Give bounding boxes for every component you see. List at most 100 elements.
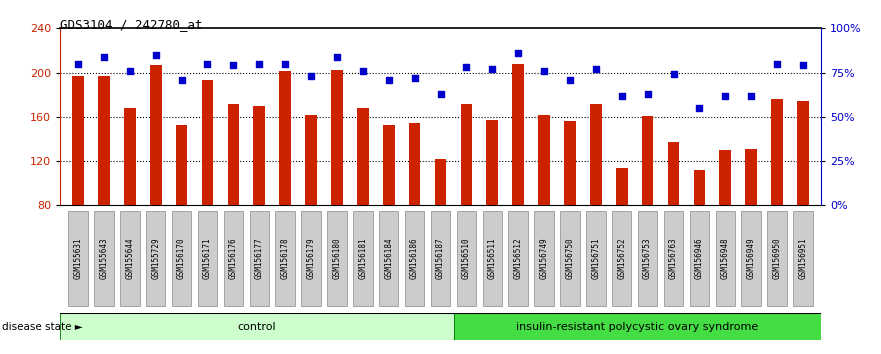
FancyBboxPatch shape bbox=[586, 211, 605, 306]
FancyBboxPatch shape bbox=[715, 211, 735, 306]
Point bbox=[356, 68, 370, 74]
FancyBboxPatch shape bbox=[197, 211, 218, 306]
Text: GSM156184: GSM156184 bbox=[384, 238, 393, 279]
Text: GSM156170: GSM156170 bbox=[177, 238, 186, 279]
Bar bbox=[72, 76, 84, 205]
Point bbox=[252, 61, 266, 67]
Point bbox=[692, 105, 707, 111]
Text: GSM156179: GSM156179 bbox=[307, 238, 315, 279]
Bar bbox=[434, 159, 447, 205]
FancyBboxPatch shape bbox=[301, 211, 321, 306]
Bar bbox=[745, 149, 757, 205]
Bar bbox=[720, 150, 731, 205]
Text: GSM156750: GSM156750 bbox=[566, 238, 574, 279]
Point bbox=[122, 68, 137, 74]
Text: GSM156948: GSM156948 bbox=[721, 238, 729, 279]
FancyBboxPatch shape bbox=[353, 211, 373, 306]
Point bbox=[381, 77, 396, 82]
Bar bbox=[227, 104, 240, 205]
FancyBboxPatch shape bbox=[146, 211, 166, 306]
Point bbox=[666, 72, 680, 77]
FancyBboxPatch shape bbox=[742, 211, 761, 306]
Text: GSM156511: GSM156511 bbox=[488, 238, 497, 279]
Text: GSM156753: GSM156753 bbox=[643, 238, 652, 279]
FancyBboxPatch shape bbox=[276, 211, 295, 306]
Bar bbox=[357, 108, 368, 205]
Point bbox=[744, 93, 759, 98]
Point bbox=[278, 61, 292, 67]
Bar bbox=[124, 108, 136, 205]
Point bbox=[485, 66, 500, 72]
FancyBboxPatch shape bbox=[94, 211, 114, 306]
Point bbox=[796, 63, 810, 68]
Text: GSM156946: GSM156946 bbox=[695, 238, 704, 279]
Point bbox=[226, 63, 241, 68]
Point bbox=[329, 54, 344, 59]
Bar bbox=[150, 65, 161, 205]
Text: GSM155643: GSM155643 bbox=[100, 238, 108, 279]
Text: GSM156176: GSM156176 bbox=[229, 238, 238, 279]
Text: GSM156950: GSM156950 bbox=[773, 238, 781, 279]
Point bbox=[563, 77, 577, 82]
FancyBboxPatch shape bbox=[535, 211, 554, 306]
Bar bbox=[60, 313, 454, 340]
Bar bbox=[98, 76, 110, 205]
FancyBboxPatch shape bbox=[120, 211, 139, 306]
FancyBboxPatch shape bbox=[379, 211, 398, 306]
FancyBboxPatch shape bbox=[483, 211, 502, 306]
Text: GSM155729: GSM155729 bbox=[152, 238, 160, 279]
FancyBboxPatch shape bbox=[560, 211, 580, 306]
Text: insulin-resistant polycystic ovary syndrome: insulin-resistant polycystic ovary syndr… bbox=[516, 321, 759, 332]
Text: GSM156177: GSM156177 bbox=[255, 238, 263, 279]
Text: GSM156763: GSM156763 bbox=[669, 238, 678, 279]
Bar bbox=[771, 99, 783, 205]
Bar bbox=[176, 125, 188, 205]
Point bbox=[433, 91, 448, 97]
Text: GSM156752: GSM156752 bbox=[618, 238, 626, 279]
Text: GSM155644: GSM155644 bbox=[125, 238, 134, 279]
Point bbox=[408, 75, 422, 81]
Text: GSM156180: GSM156180 bbox=[332, 238, 342, 279]
Text: GSM155631: GSM155631 bbox=[73, 238, 83, 279]
Point bbox=[537, 68, 552, 74]
Bar bbox=[461, 104, 472, 205]
Bar bbox=[383, 125, 395, 205]
Text: GSM156171: GSM156171 bbox=[203, 238, 212, 279]
FancyBboxPatch shape bbox=[69, 211, 88, 306]
Bar bbox=[409, 124, 420, 205]
Bar bbox=[454, 313, 821, 340]
FancyBboxPatch shape bbox=[793, 211, 812, 306]
Bar bbox=[279, 72, 291, 205]
Point bbox=[149, 52, 163, 58]
Bar bbox=[668, 142, 679, 205]
FancyBboxPatch shape bbox=[508, 211, 528, 306]
FancyBboxPatch shape bbox=[456, 211, 476, 306]
FancyBboxPatch shape bbox=[405, 211, 425, 306]
Text: GSM156187: GSM156187 bbox=[436, 238, 445, 279]
Point bbox=[589, 66, 603, 72]
Point bbox=[615, 93, 629, 98]
FancyBboxPatch shape bbox=[327, 211, 346, 306]
Bar bbox=[797, 101, 809, 205]
Point bbox=[718, 93, 732, 98]
Point bbox=[640, 91, 655, 97]
Bar bbox=[202, 80, 213, 205]
Bar bbox=[331, 70, 343, 205]
Text: disease state ►: disease state ► bbox=[2, 321, 83, 332]
Text: GSM156512: GSM156512 bbox=[514, 238, 522, 279]
Bar bbox=[513, 64, 524, 205]
FancyBboxPatch shape bbox=[638, 211, 657, 306]
Bar bbox=[538, 115, 550, 205]
Text: GDS3104 / 242780_at: GDS3104 / 242780_at bbox=[60, 18, 203, 31]
Bar bbox=[616, 168, 627, 205]
Point bbox=[770, 61, 784, 67]
Bar bbox=[254, 106, 265, 205]
FancyBboxPatch shape bbox=[612, 211, 632, 306]
FancyBboxPatch shape bbox=[663, 211, 684, 306]
FancyBboxPatch shape bbox=[172, 211, 191, 306]
Point bbox=[201, 61, 215, 67]
Text: GSM156951: GSM156951 bbox=[798, 238, 808, 279]
Bar bbox=[564, 121, 576, 205]
Point bbox=[174, 77, 189, 82]
Bar bbox=[305, 115, 317, 205]
